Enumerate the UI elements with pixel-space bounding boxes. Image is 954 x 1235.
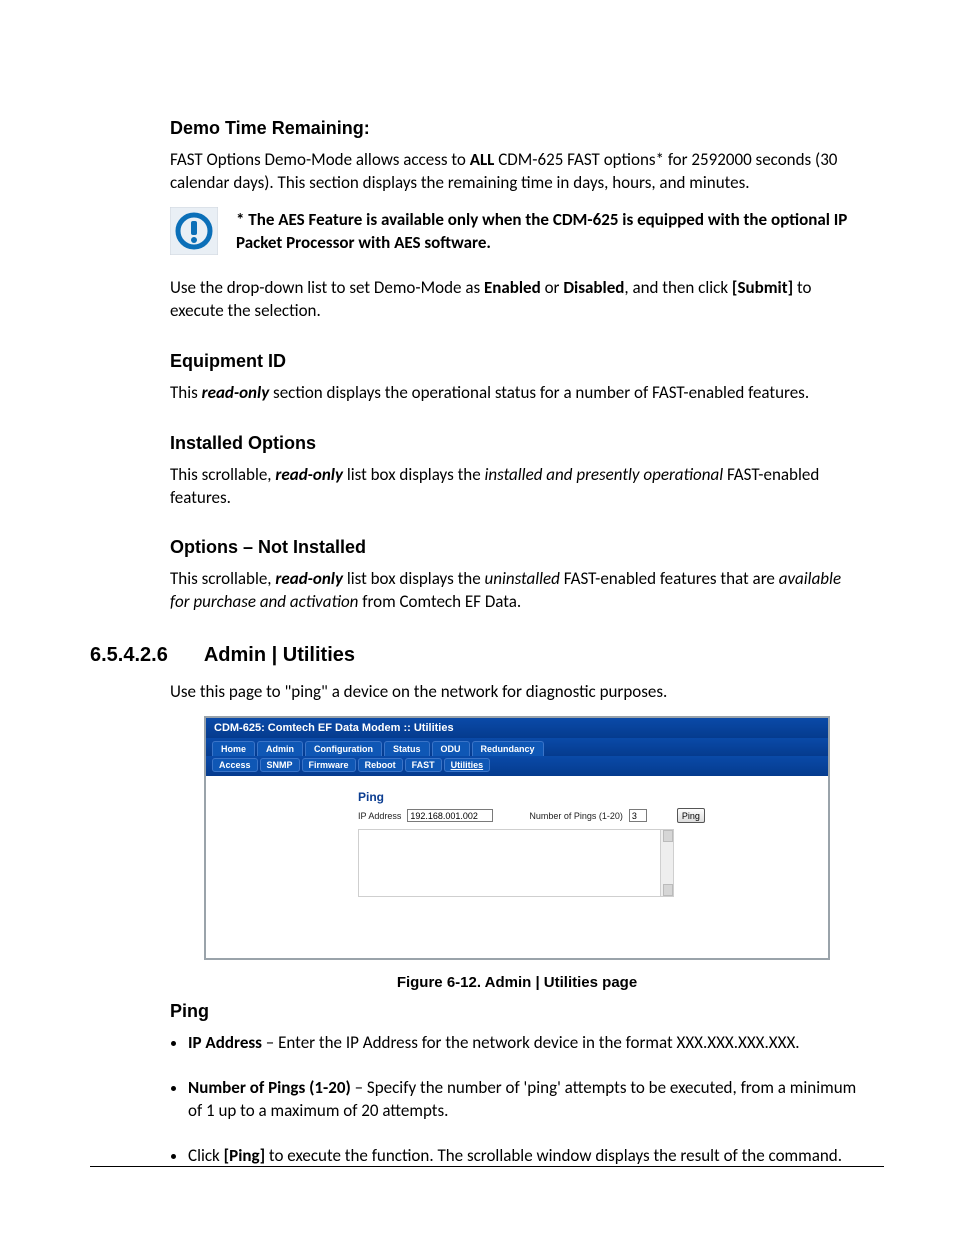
text-italic: uninstalled	[485, 568, 560, 589]
text: This	[170, 382, 202, 403]
content-column-2: Use this page to "ping" a device on the …	[90, 681, 864, 1168]
tab-configuration[interactable]: Configuration	[305, 741, 382, 756]
text: This scrollable,	[170, 568, 275, 589]
text: FAST Options Demo-Mode allows access to	[170, 149, 470, 170]
content-column: Demo Time Remaining: FAST Options Demo-M…	[90, 118, 864, 614]
tab-status[interactable]: Status	[384, 741, 430, 756]
window-title: CDM-625: Comtech EF Data Modem :: Utilit…	[206, 718, 828, 738]
count-label: Number of Pings (1-20)	[529, 811, 623, 821]
main-tabs: Home Admin Configuration Status ODU Redu…	[206, 738, 828, 756]
subtab-utilities[interactable]: Utilities	[444, 758, 491, 772]
heading-ping: Ping	[170, 1001, 864, 1022]
section-title: Admin | Utilities	[204, 644, 355, 667]
text-bi: read-only	[275, 464, 343, 485]
text: list box displays the	[343, 568, 485, 589]
list-item: IP Address – Enter the IP Address for th…	[188, 1032, 864, 1055]
para-demo-submit: Use the drop-down list to set Demo-Mode …	[170, 277, 864, 323]
text-bold: [Submit]	[732, 277, 793, 298]
heading-installed: Installed Options	[170, 433, 864, 454]
ping-row: IP Address Number of Pings (1-20) Ping	[358, 808, 688, 823]
text: Click	[188, 1145, 224, 1166]
heading-not-installed: Options – Not Installed	[170, 537, 864, 558]
tab-admin[interactable]: Admin	[257, 741, 303, 756]
subtab-fast[interactable]: FAST	[405, 758, 442, 772]
scrollbar[interactable]	[660, 830, 673, 896]
text-bold: Number of Pings (1-20)	[188, 1077, 351, 1098]
section-heading: 6.5.4.2.6 Admin | Utilities	[90, 644, 864, 667]
text-bi: read-only	[275, 568, 343, 589]
ip-label: IP Address	[358, 811, 401, 821]
tab-odu[interactable]: ODU	[432, 741, 470, 756]
subtab-snmp[interactable]: SNMP	[260, 758, 300, 772]
ping-panel: Ping IP Address Number of Pings (1-20) P…	[358, 790, 688, 897]
ping-bullets: IP Address – Enter the IP Address for th…	[188, 1032, 864, 1168]
ping-output[interactable]	[358, 829, 674, 897]
text: Use the drop-down list to set Demo-Mode …	[170, 277, 484, 298]
text: from Comtech EF Data.	[358, 591, 521, 612]
page: Demo Time Remaining: FAST Options Demo-M…	[0, 0, 954, 1235]
info-icon	[170, 207, 218, 255]
panel-body: Ping IP Address Number of Pings (1-20) P…	[206, 776, 828, 958]
text-bi: read-only	[202, 382, 270, 403]
figure-caption: Figure 6-12. Admin | Utilities page	[170, 974, 864, 991]
ping-button[interactable]: Ping	[677, 808, 705, 823]
subtab-access[interactable]: Access	[212, 758, 258, 772]
para-not-installed: This scrollable, read-only list box disp…	[170, 568, 864, 614]
text: to execute the function. The scrollable …	[265, 1145, 842, 1166]
heading-demo-time: Demo Time Remaining:	[170, 118, 864, 139]
para-installed: This scrollable, read-only list box disp…	[170, 464, 864, 510]
text: or	[541, 277, 564, 298]
section-number: 6.5.4.2.6	[90, 644, 168, 667]
text: section displays the operational status …	[269, 382, 809, 403]
utilities-screenshot: CDM-625: Comtech EF Data Modem :: Utilit…	[204, 716, 830, 960]
tab-redundancy[interactable]: Redundancy	[472, 741, 544, 756]
heading-equipment-id: Equipment ID	[170, 351, 864, 372]
text-italic: installed and presently operational	[485, 464, 724, 485]
text: This scrollable,	[170, 464, 275, 485]
ip-input[interactable]	[407, 809, 493, 822]
text: – Enter the IP Address for the network d…	[262, 1032, 800, 1053]
count-input[interactable]	[629, 809, 647, 822]
text-bold: IP Address	[188, 1032, 262, 1053]
sub-tabs: Access SNMP Firmware Reboot FAST Utiliti…	[206, 756, 828, 776]
list-item: Number of Pings (1-20) – Specify the num…	[188, 1077, 864, 1123]
footer-rule	[90, 1166, 884, 1167]
text-bold: ALL	[470, 149, 495, 170]
para-demo-intro: FAST Options Demo-Mode allows access to …	[170, 149, 864, 195]
list-item: Click [Ping] to execute the function. Th…	[188, 1145, 864, 1168]
tab-home[interactable]: Home	[212, 741, 255, 756]
subtab-reboot[interactable]: Reboot	[358, 758, 403, 772]
text-bold: [Ping]	[224, 1145, 265, 1166]
text-bold: Enabled	[484, 277, 541, 298]
text: FAST-enabled features that are	[560, 568, 779, 589]
text: list box displays the	[343, 464, 485, 485]
text: , and then click	[624, 277, 732, 298]
note-text: * The AES Feature is available only when…	[236, 209, 864, 255]
para-equipment: This read-only section displays the oper…	[170, 382, 864, 405]
para-utilities: Use this page to "ping" a device on the …	[170, 681, 864, 704]
text-bold: Disabled	[563, 277, 624, 298]
panel-title: Ping	[358, 790, 688, 804]
note: * The AES Feature is available only when…	[170, 207, 864, 267]
subtab-firmware[interactable]: Firmware	[302, 758, 356, 772]
